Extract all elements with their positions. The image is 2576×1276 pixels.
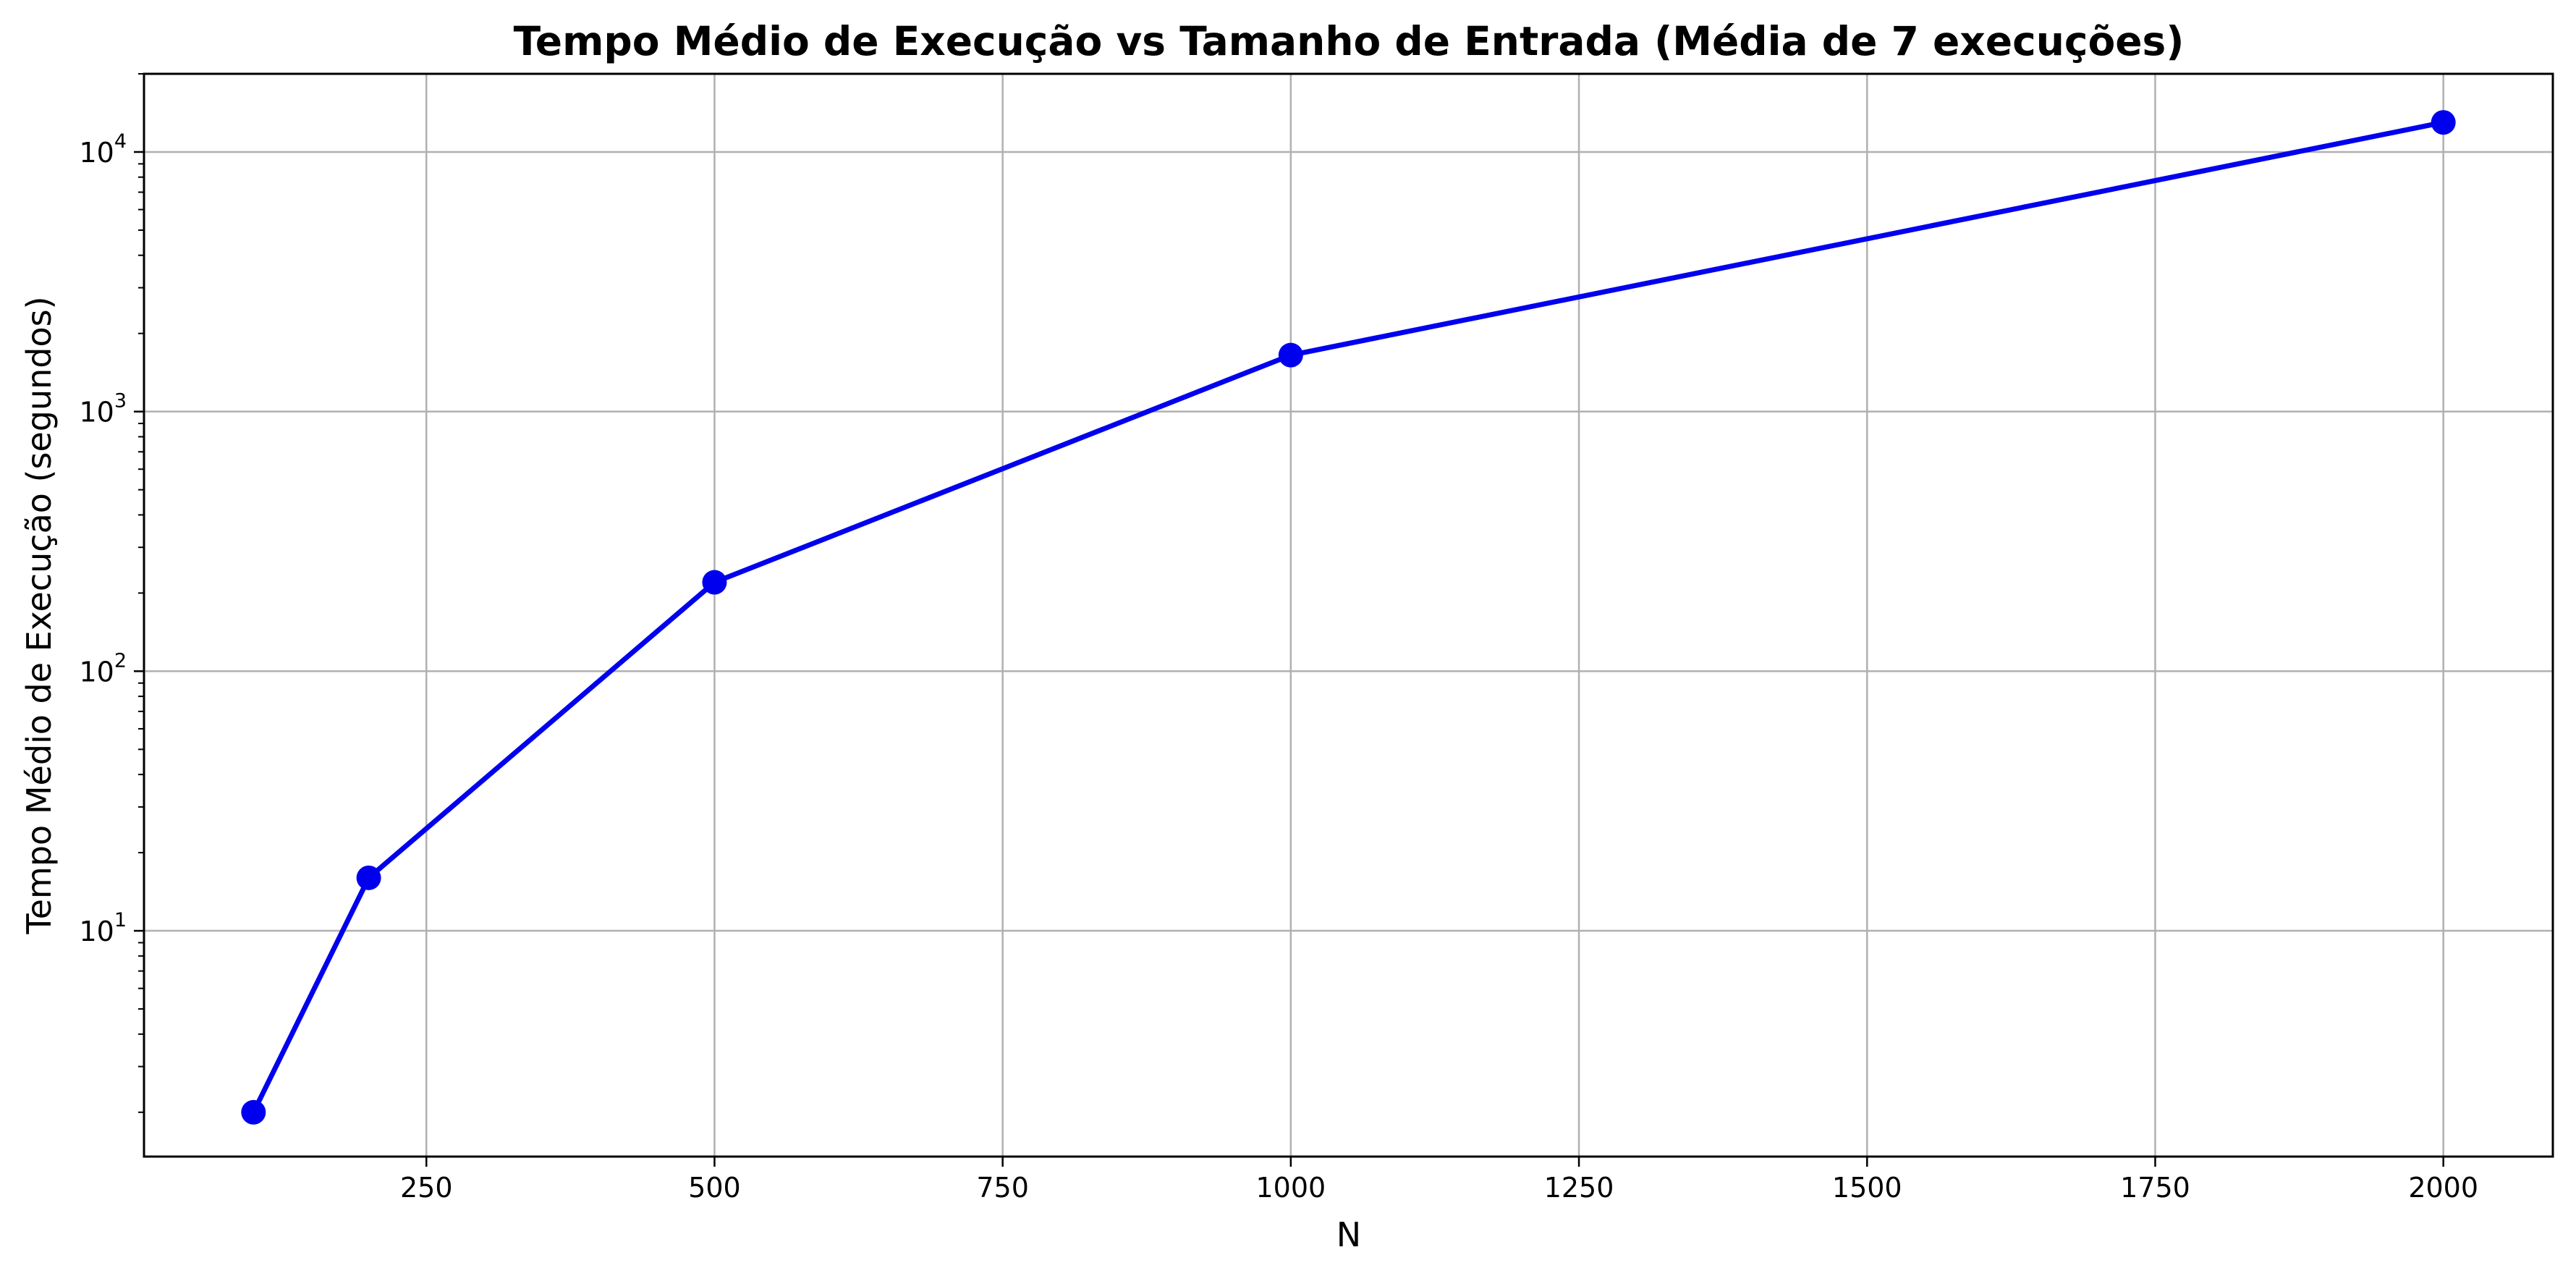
data-point	[241, 1099, 266, 1125]
x-tick-label: 250	[400, 1172, 453, 1204]
x-tick-label: 1500	[1832, 1172, 1902, 1204]
y-tick-label: 101	[79, 909, 127, 947]
x-tick-label: 750	[976, 1172, 1029, 1204]
x-tick-label: 1250	[1544, 1172, 1614, 1204]
data-point	[356, 865, 381, 890]
x-tick-label: 500	[688, 1172, 741, 1204]
data-point	[702, 570, 727, 595]
data-point	[1278, 342, 1303, 368]
plot-frame	[143, 72, 2554, 1158]
y-tick-label: 103	[79, 390, 127, 428]
y-tick-label: 102	[79, 649, 127, 688]
grid	[144, 74, 2553, 1157]
y-tick-label: 104	[79, 130, 127, 169]
x-axis-label: N	[1336, 1215, 1361, 1254]
x-tick-label: 1000	[1255, 1172, 1326, 1204]
axis-ticks: 250 500 750 1000 1250 1500 1750 2000 101 102 103 10…	[79, 73, 2478, 1204]
data-point	[2431, 110, 2456, 135]
y-axis-label: Tempo Médio de Execução (segundos)	[20, 296, 59, 934]
x-tick-label: 1750	[2120, 1172, 2190, 1204]
series	[241, 110, 2456, 1125]
chart-title: Tempo Médio de Execução vs Tamanho de En…	[514, 18, 2185, 64]
x-tick-label: 2000	[2408, 1172, 2478, 1204]
